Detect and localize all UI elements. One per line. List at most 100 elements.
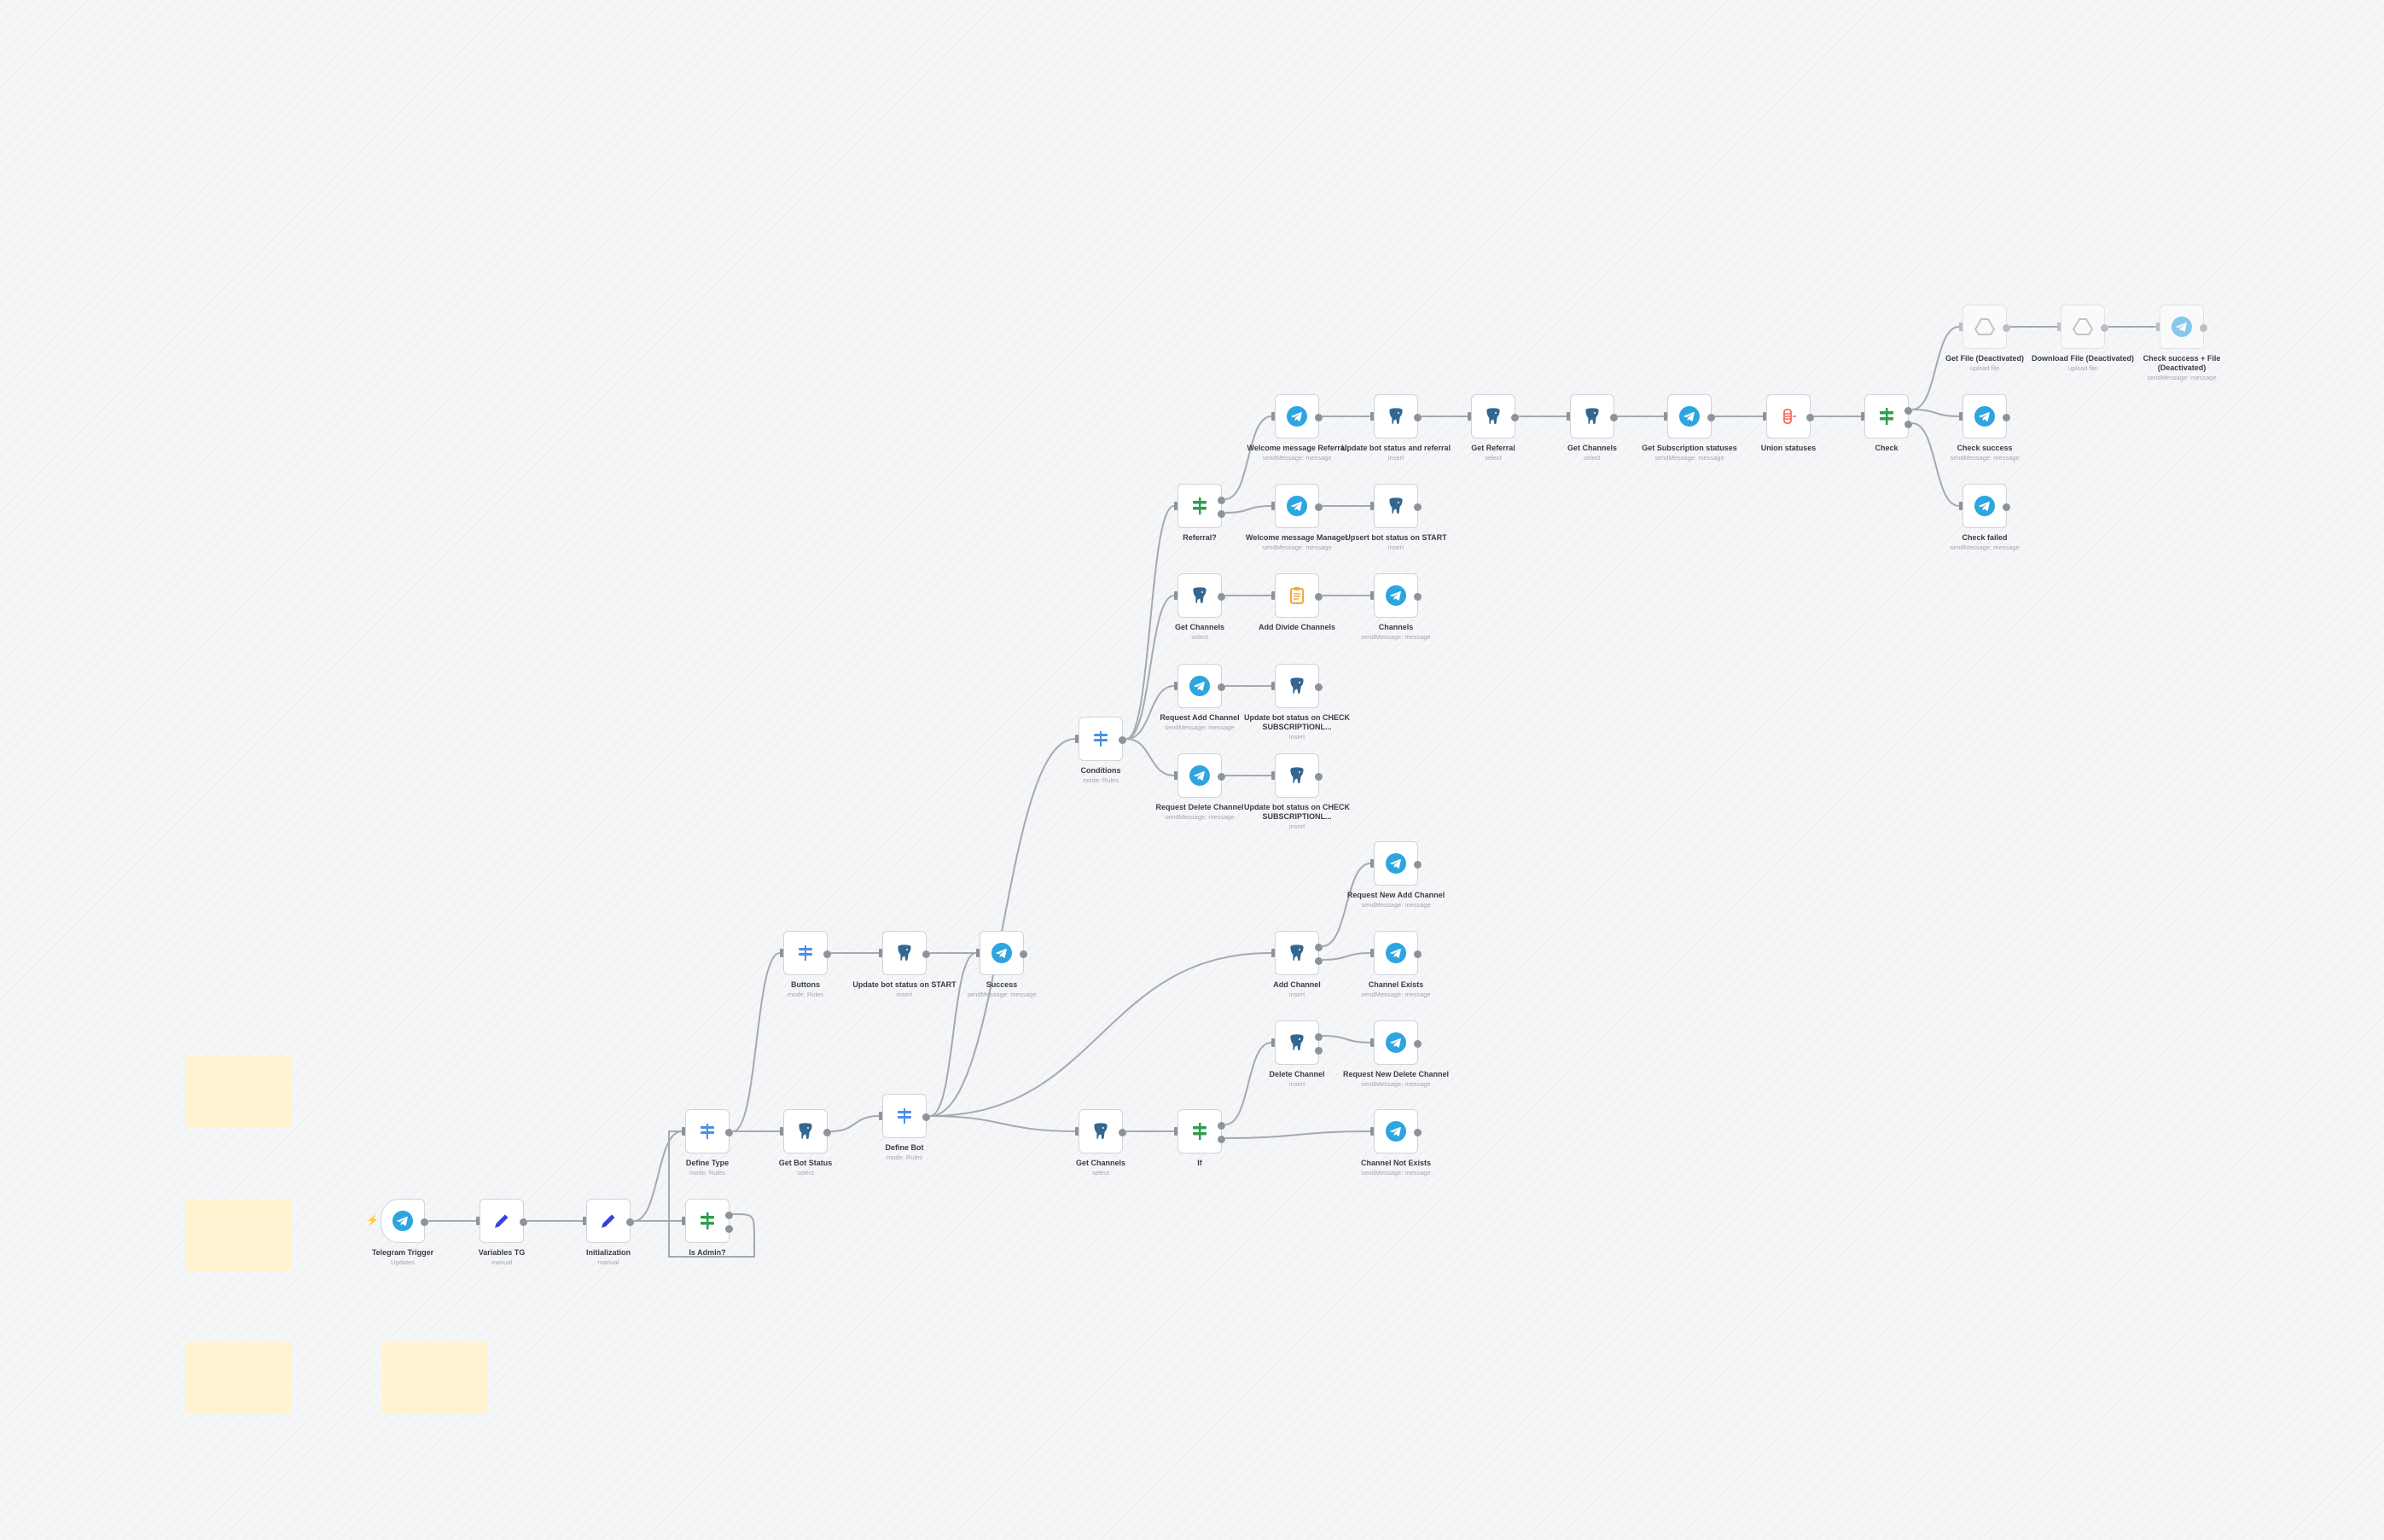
- input-port[interactable]: [2057, 323, 2061, 331]
- output-port[interactable]: [1218, 1121, 1225, 1130]
- output-port[interactable]: [1218, 509, 1225, 518]
- output-port[interactable]: [1315, 956, 1323, 965]
- input-port[interactable]: [476, 1217, 480, 1225]
- connection-n7-n11[interactable]: [929, 738, 1076, 1117]
- node-referral[interactable]: [1174, 484, 1225, 528]
- input-port[interactable]: [879, 949, 882, 957]
- output-port[interactable]: [1610, 413, 1618, 421]
- output-port[interactable]: [1315, 1032, 1323, 1041]
- output-port[interactable]: [1218, 496, 1225, 504]
- node-get-channels[interactable]: [1174, 573, 1225, 618]
- output-port[interactable]: [1119, 1128, 1126, 1136]
- output-port[interactable]: [1414, 1039, 1422, 1048]
- node-telegram-trigger[interactable]: [381, 1199, 428, 1243]
- output-port[interactable]: [1315, 413, 1323, 421]
- output-port[interactable]: [2003, 503, 2010, 511]
- node-conditions[interactable]: [1075, 717, 1126, 761]
- input-port[interactable]: [1370, 591, 1374, 600]
- input-port[interactable]: [1174, 591, 1177, 600]
- input-port[interactable]: [1959, 323, 1962, 331]
- input-port[interactable]: [1075, 1127, 1079, 1136]
- node-upsert-bot-status-on-start[interactable]: [1370, 484, 1422, 528]
- node-success[interactable]: [976, 931, 1027, 975]
- output-port[interactable]: [1904, 420, 1912, 428]
- connection-n19-n20[interactable]: [1911, 409, 1960, 417]
- output-port[interactable]: [1218, 772, 1225, 781]
- input-port[interactable]: [2156, 323, 2160, 331]
- node-if[interactable]: [1174, 1109, 1225, 1154]
- sticky-note[interactable]: [381, 1341, 488, 1414]
- input-port[interactable]: [780, 1127, 783, 1136]
- node-welcome-message-manager[interactable]: [1271, 484, 1323, 528]
- output-port[interactable]: [1315, 683, 1323, 691]
- output-port[interactable]: [1806, 413, 1814, 421]
- node-define-type[interactable]: [682, 1109, 733, 1154]
- output-port[interactable]: [1414, 950, 1422, 958]
- input-port[interactable]: [1370, 412, 1374, 421]
- output-port[interactable]: [2200, 323, 2207, 332]
- connection-n7-n10[interactable]: [929, 952, 977, 1117]
- output-port[interactable]: [1315, 772, 1323, 781]
- node-buttons[interactable]: [780, 931, 831, 975]
- input-port[interactable]: [1370, 1038, 1374, 1047]
- input-port[interactable]: [583, 1217, 586, 1225]
- input-port[interactable]: [1075, 735, 1079, 743]
- node-check-success-file-deactivated[interactable]: [2156, 305, 2207, 349]
- node-request-delete-channel[interactable]: [1174, 753, 1225, 798]
- output-port[interactable]: [626, 1217, 634, 1226]
- output-port[interactable]: [1414, 592, 1422, 601]
- output-port[interactable]: [1218, 592, 1225, 601]
- node-update-bot-status-on-check-subscriptionl[interactable]: [1271, 664, 1323, 708]
- connection-n40-n41[interactable]: [1224, 1130, 1371, 1139]
- input-port[interactable]: [1468, 412, 1471, 421]
- output-port[interactable]: [1315, 943, 1323, 951]
- output-port[interactable]: [1414, 860, 1422, 869]
- input-port[interactable]: [1370, 1127, 1374, 1136]
- node-add-divide-channels[interactable]: [1271, 573, 1323, 618]
- node-update-bot-status-on-start[interactable]: [879, 931, 930, 975]
- output-port[interactable]: [823, 950, 831, 958]
- node-channel-exists[interactable]: [1370, 931, 1422, 975]
- input-port[interactable]: [1271, 591, 1275, 600]
- sticky-note[interactable]: [185, 1200, 292, 1271]
- output-port[interactable]: [421, 1217, 428, 1226]
- node-welcome-message-referral[interactable]: [1271, 394, 1323, 439]
- output-port[interactable]: [1707, 413, 1715, 421]
- input-port[interactable]: [1959, 412, 1962, 421]
- input-port[interactable]: [1174, 682, 1177, 690]
- node-get-channels[interactable]: [1567, 394, 1618, 439]
- node-initialization[interactable]: [583, 1199, 634, 1243]
- output-port[interactable]: [922, 1113, 930, 1121]
- input-port[interactable]: [1271, 771, 1275, 780]
- connection-n6-n7[interactable]: [830, 1115, 880, 1132]
- input-port[interactable]: [976, 949, 980, 957]
- input-port[interactable]: [1370, 859, 1374, 868]
- input-port[interactable]: [1271, 949, 1275, 957]
- output-port[interactable]: [2003, 323, 2010, 332]
- node-download-file-deactivated[interactable]: [2057, 305, 2108, 349]
- output-port[interactable]: [922, 950, 930, 958]
- node-define-bot[interactable]: [879, 1094, 930, 1138]
- node-update-bot-status-and-referral[interactable]: [1370, 394, 1422, 439]
- input-port[interactable]: [682, 1217, 685, 1225]
- input-port[interactable]: [1861, 412, 1864, 421]
- input-port[interactable]: [780, 949, 783, 957]
- node-check-success[interactable]: [1959, 394, 2010, 439]
- output-port[interactable]: [520, 1217, 527, 1226]
- output-port[interactable]: [1315, 503, 1323, 511]
- node-add-channel[interactable]: [1271, 931, 1323, 975]
- input-port[interactable]: [1370, 949, 1374, 957]
- output-port[interactable]: [1315, 1046, 1323, 1055]
- sticky-note[interactable]: [185, 1341, 292, 1414]
- output-port[interactable]: [1315, 592, 1323, 601]
- output-port[interactable]: [1904, 406, 1912, 415]
- node-get-subscription-statuses[interactable]: [1664, 394, 1715, 439]
- sticky-note[interactable]: [185, 1056, 292, 1128]
- output-port[interactable]: [2003, 413, 2010, 421]
- node-get-bot-status[interactable]: [780, 1109, 831, 1154]
- connection-n19-n21[interactable]: [1911, 422, 1960, 507]
- output-port[interactable]: [1414, 503, 1422, 511]
- input-port[interactable]: [1271, 1038, 1275, 1047]
- node-union-statuses[interactable]: [1763, 394, 1814, 439]
